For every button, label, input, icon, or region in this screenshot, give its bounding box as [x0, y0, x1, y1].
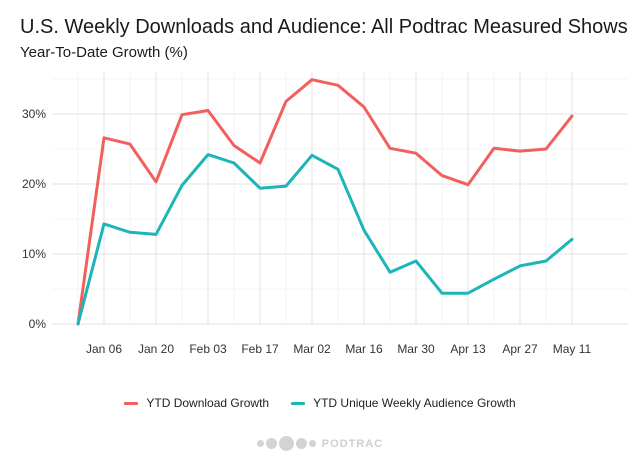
x-tick-label: Jan 20	[138, 342, 174, 356]
x-tick-label: Feb 03	[189, 342, 227, 356]
series-line-download-growth	[76, 78, 574, 326]
chart-subtitle: Year-To-Date Growth (%)	[20, 44, 188, 61]
legend-label-audience: YTD Unique Weekly Audience Growth	[313, 396, 516, 410]
x-tick-label: Apr 27	[502, 342, 538, 356]
legend: YTD Download Growth YTD Unique Weekly Au…	[0, 396, 640, 410]
x-tick-label: Apr 13	[450, 342, 486, 356]
series-line-audience-growth	[76, 153, 574, 326]
y-tick-label: 30%	[22, 107, 46, 121]
chart-title: U.S. Weekly Downloads and Audience: All …	[20, 16, 628, 38]
x-tick-label: Jan 06	[86, 342, 122, 356]
legend-label-download: YTD Download Growth	[146, 396, 270, 410]
x-tick-label: Feb 17	[241, 342, 279, 356]
x-tick-label: May 11	[553, 342, 592, 356]
x-tick-labels: Jan 06 Jan 20 Feb 03 Feb 17 Mar 02 Mar 16 Mar …	[86, 342, 592, 356]
grid-lines	[52, 72, 628, 325]
legend-item-audience: YTD Unique Weekly Audience Growth	[291, 396, 516, 410]
logo-text: PODTRAC	[321, 437, 384, 450]
legend-swatch-download	[124, 401, 139, 405]
legend-item-download: YTD Download Growth	[124, 396, 269, 410]
logo-dots-icon	[256, 436, 316, 451]
y-tick-label: 0%	[29, 317, 47, 331]
podtrac-logo: PODTRAC	[0, 436, 640, 451]
x-tick-label: Mar 30	[397, 342, 435, 356]
y-tick-label: 20%	[22, 177, 46, 191]
legend-swatch-audience	[291, 401, 306, 405]
y-tick-labels: 0% 10% 20% 30%	[22, 107, 46, 331]
series-lines	[76, 78, 574, 326]
y-tick-label: 10%	[22, 247, 46, 261]
x-tick-label: Mar 02	[293, 342, 331, 356]
x-tick-label: Mar 16	[345, 342, 383, 356]
